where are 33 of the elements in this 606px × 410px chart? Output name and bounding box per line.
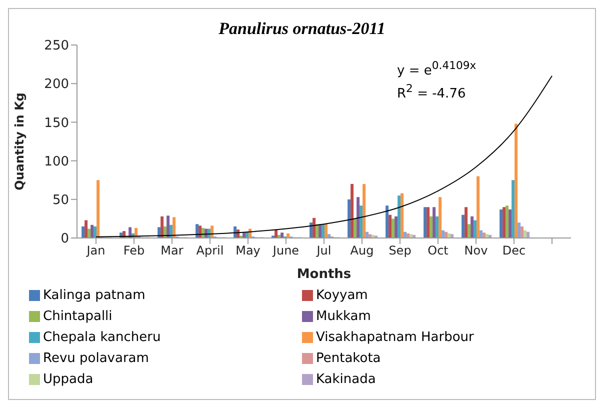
y-axis-title: Quantity in Kg [12,92,26,190]
x-tick-label: Sep [388,244,412,258]
x-tick-label: Aug [350,244,374,258]
x-tick-label: Dec [502,244,526,258]
legend-label: Chepala kancheru [43,330,161,345]
y-tick-label: 150 [44,116,69,131]
x-tick-label: June [272,244,300,258]
x-tick-label: Nov [464,244,488,258]
y-tick-label: 250 [44,38,69,54]
legend-label: Kakinada [316,372,376,387]
legend-label: Mukkam [316,309,371,324]
legend-label: Visakhapatnam Harbour [316,330,474,345]
legend-label: Koyyam [316,288,368,303]
x-tick-label: Jan [86,244,106,258]
chart-title: Panulirus ornatus-2011 [218,19,386,39]
x-tick-label: Feb [123,244,145,258]
y-tick-label: 50 [52,193,69,208]
annotation: R$^{2}$ = -4.76 [397,81,467,104]
x-tick-label: April [196,244,224,258]
y-tick-label: 100 [44,154,69,170]
legend-label: Chintapalli [43,309,112,324]
x-tick-label: Oct [428,244,449,258]
x-axis-title: Months [296,267,352,282]
legend-label: Uppada [43,372,94,387]
x-tick-label: May [236,244,260,258]
legend-label: Revu polavaram [43,351,149,366]
x-tick-label: Jul [316,244,332,258]
legend-label: Pentakota [316,351,381,366]
x-tick-label: Mar [160,244,184,258]
legend-label: Kalinga patnam [43,288,146,303]
y-tick-label: 200 [44,77,69,92]
y-tick-label: 0 [60,232,69,247]
annotation: y = e$^{0.4109x}$ [397,58,476,80]
